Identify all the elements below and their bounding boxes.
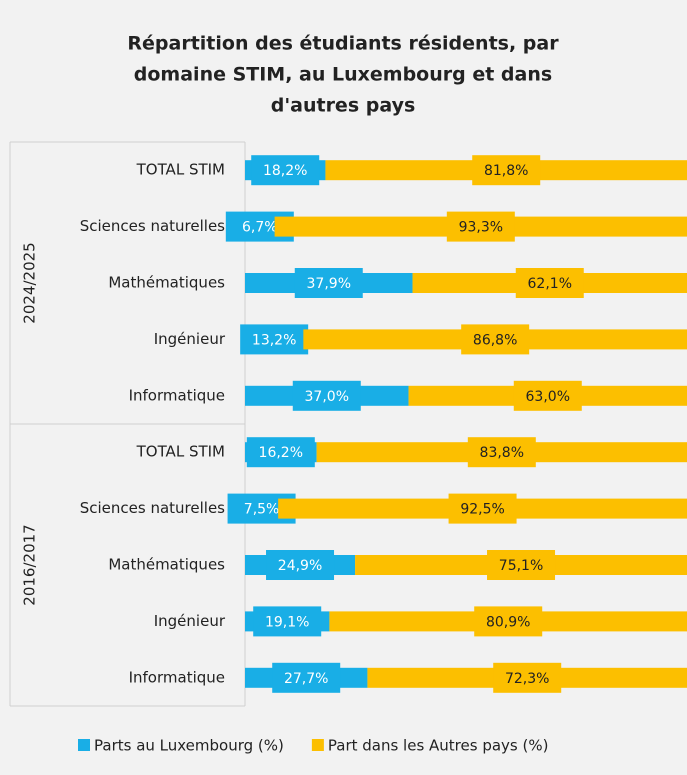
chart-title: d'autres pays (271, 95, 416, 117)
data-label: 72,3% (505, 671, 549, 687)
y-tick-label: TOTAL STIM (136, 443, 225, 461)
data-label: 80,9% (486, 614, 530, 630)
data-label: 62,1% (528, 276, 572, 292)
group-label: 2016/2017 (21, 524, 39, 605)
data-label-box (493, 662, 562, 693)
data-label: 18,2% (263, 163, 307, 179)
chart-title: Répartition des étudiants résidents, par (127, 33, 559, 55)
data-label: 6,7% (242, 220, 278, 236)
y-tick-label: Mathématiques (108, 274, 225, 292)
data-label-box (251, 155, 320, 186)
data-label: 83,8% (480, 445, 524, 461)
y-tick-label: Sciences naturelles (80, 499, 225, 517)
y-tick-label: Ingénieur (154, 330, 226, 348)
legend-label: Part dans les Autres pays (%) (328, 737, 549, 755)
y-tick-label: Sciences naturelles (80, 217, 225, 235)
data-label-box (513, 380, 582, 411)
y-tick-label: Ingénieur (154, 612, 226, 630)
y-tick-label: TOTAL STIM (136, 161, 225, 179)
data-label: 63,0% (526, 389, 570, 405)
data-label-box (467, 437, 536, 468)
data-label-box (292, 380, 361, 411)
data-label: 86,8% (473, 332, 517, 348)
data-label-box (487, 550, 556, 580)
data-label-box (294, 268, 363, 298)
legend-swatch (78, 739, 90, 751)
y-tick-label: Informatique (129, 668, 225, 686)
data-label-box (461, 324, 530, 355)
data-label: 93,3% (459, 220, 503, 236)
data-label-box (472, 155, 541, 186)
data-label: 13,2% (252, 332, 296, 348)
data-label: 37,0% (305, 389, 349, 405)
legend-label: Parts au Luxembourg (%) (94, 737, 284, 755)
chart-title: domaine STIM, au Luxembourg et dans (134, 64, 552, 86)
y-tick-label: Informatique (129, 386, 225, 404)
data-label: 24,9% (278, 558, 322, 574)
data-label: 92,5% (460, 502, 504, 518)
data-label-box (448, 493, 517, 524)
data-label: 27,7% (284, 671, 328, 687)
group-label: 2024/2025 (21, 242, 39, 323)
data-label-box (515, 268, 584, 298)
data-label-box (266, 550, 335, 580)
data-label-box (246, 437, 315, 468)
data-label-box (253, 606, 322, 637)
data-label-box (474, 606, 543, 637)
data-label-box (446, 211, 515, 242)
data-label: 81,8% (484, 163, 528, 179)
data-label-box (272, 662, 341, 693)
data-label: 37,9% (307, 276, 351, 292)
data-label-box (240, 324, 309, 355)
y-tick-label: Mathématiques (108, 556, 225, 574)
data-label: 75,1% (499, 558, 543, 574)
legend-swatch (311, 739, 324, 751)
data-label: 16,2% (259, 445, 303, 461)
data-label: 7,5% (244, 502, 280, 518)
data-label: 19,1% (265, 614, 309, 630)
